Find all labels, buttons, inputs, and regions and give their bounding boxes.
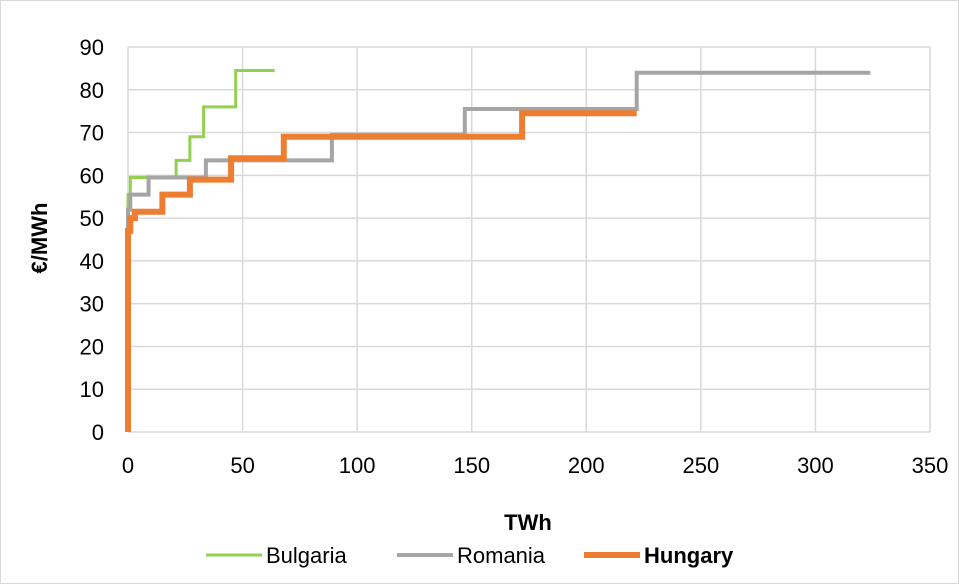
legend-label-bulgaria: Bulgaria bbox=[266, 543, 347, 568]
y-tick-label: 30 bbox=[80, 292, 104, 317]
series-line-hungary bbox=[125, 110, 637, 432]
legend-label-hungary: Hungary bbox=[644, 543, 734, 568]
y-tick-label: 80 bbox=[80, 78, 104, 103]
x-axis-ticks: 0 50 100 150 200 250 300 350 bbox=[122, 453, 948, 478]
y-tick-label: 0 bbox=[92, 420, 104, 445]
y-tick-label: 40 bbox=[80, 249, 104, 274]
y-tick-label: 70 bbox=[80, 121, 104, 146]
x-axis-title: TWh bbox=[504, 510, 552, 535]
x-tick-label: 350 bbox=[912, 453, 949, 478]
x-tick-label: 0 bbox=[122, 453, 134, 478]
x-tick-label: 200 bbox=[568, 453, 605, 478]
x-tick-label: 250 bbox=[682, 453, 719, 478]
y-tick-label: 90 bbox=[80, 35, 104, 60]
x-tick-label: 50 bbox=[230, 453, 254, 478]
y-tick-label: 60 bbox=[80, 163, 104, 188]
series-line-bulgaria bbox=[126, 69, 275, 432]
x-tick-label: 100 bbox=[339, 453, 376, 478]
y-tick-label: 20 bbox=[80, 334, 104, 359]
x-tick-label: 300 bbox=[797, 453, 834, 478]
gridlines bbox=[127, 46, 931, 433]
legend-label-romania: Romania bbox=[457, 543, 546, 568]
series-line-romania bbox=[126, 70, 871, 432]
y-tick-label: 10 bbox=[80, 377, 104, 402]
y-axis-title: €/MWh bbox=[27, 203, 52, 274]
legend: Bulgaria Romania Hungary bbox=[206, 543, 734, 568]
y-axis-ticks: 0 10 20 30 40 50 60 70 80 90 bbox=[80, 35, 104, 445]
series-lines bbox=[125, 69, 871, 432]
x-tick-label: 150 bbox=[453, 453, 490, 478]
y-tick-label: 50 bbox=[80, 206, 104, 231]
